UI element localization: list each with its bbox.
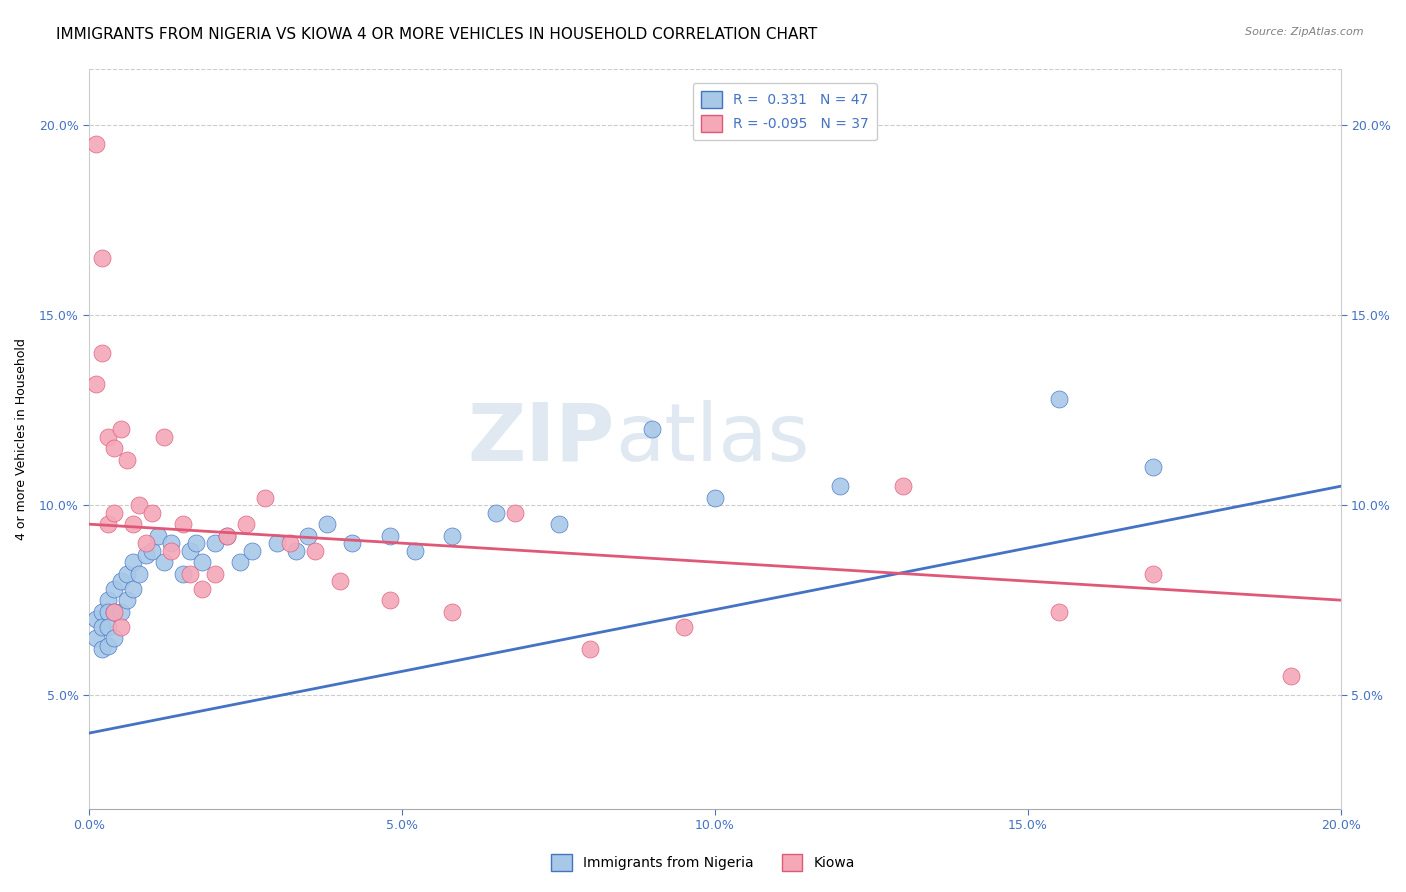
Point bbox=[891, 479, 914, 493]
Point bbox=[110, 605, 132, 619]
Legend: R =  0.331   N = 47, R = -0.095   N = 37: R = 0.331 N = 47, R = -0.095 N = 37 bbox=[693, 83, 877, 140]
Point bbox=[830, 479, 852, 493]
Point bbox=[547, 517, 569, 532]
Point bbox=[204, 536, 226, 550]
Point bbox=[141, 506, 163, 520]
Point bbox=[122, 582, 145, 596]
Point bbox=[579, 642, 602, 657]
Point bbox=[1047, 392, 1070, 406]
Point bbox=[135, 536, 157, 550]
Point bbox=[441, 528, 464, 542]
Point bbox=[103, 605, 125, 619]
Point bbox=[1047, 605, 1070, 619]
Point bbox=[110, 574, 132, 589]
Point bbox=[278, 536, 301, 550]
Point bbox=[215, 528, 238, 542]
Point bbox=[204, 566, 226, 581]
Point bbox=[103, 631, 125, 645]
Point bbox=[115, 566, 138, 581]
Point bbox=[284, 543, 307, 558]
Text: IMMIGRANTS FROM NIGERIA VS KIOWA 4 OR MORE VEHICLES IN HOUSEHOLD CORRELATION CHA: IMMIGRANTS FROM NIGERIA VS KIOWA 4 OR MO… bbox=[56, 27, 817, 42]
Point bbox=[503, 506, 526, 520]
Point bbox=[1279, 669, 1302, 683]
Point bbox=[159, 536, 181, 550]
Point bbox=[103, 442, 125, 456]
Point bbox=[97, 639, 120, 653]
Point bbox=[115, 452, 138, 467]
Point bbox=[90, 252, 112, 266]
Point bbox=[329, 574, 352, 589]
Point bbox=[90, 642, 112, 657]
Point bbox=[128, 498, 150, 512]
Point bbox=[135, 548, 157, 562]
Point bbox=[191, 582, 214, 596]
Point bbox=[378, 528, 401, 542]
Point bbox=[215, 528, 238, 542]
Point bbox=[191, 555, 214, 569]
Point bbox=[704, 491, 727, 505]
Point bbox=[184, 536, 207, 550]
Point bbox=[84, 612, 107, 626]
Point bbox=[97, 430, 120, 444]
Point bbox=[228, 555, 250, 569]
Point bbox=[153, 555, 176, 569]
Point bbox=[316, 517, 339, 532]
Point bbox=[103, 605, 125, 619]
Point bbox=[84, 137, 107, 152]
Point bbox=[122, 555, 145, 569]
Point bbox=[1142, 566, 1164, 581]
Point bbox=[90, 620, 112, 634]
Point bbox=[84, 376, 107, 391]
Point bbox=[641, 422, 664, 436]
Point bbox=[297, 528, 319, 542]
Point bbox=[97, 620, 120, 634]
Point bbox=[148, 528, 170, 542]
Point bbox=[90, 346, 112, 360]
Point bbox=[110, 620, 132, 634]
Point bbox=[304, 543, 326, 558]
Point bbox=[153, 430, 176, 444]
Point bbox=[122, 517, 145, 532]
Point bbox=[179, 543, 201, 558]
Point bbox=[240, 543, 263, 558]
Point bbox=[1142, 460, 1164, 475]
Point bbox=[115, 593, 138, 607]
Point bbox=[266, 536, 288, 550]
Point bbox=[97, 605, 120, 619]
Text: atlas: atlas bbox=[614, 400, 810, 478]
Point bbox=[235, 517, 257, 532]
Point bbox=[253, 491, 276, 505]
Point bbox=[404, 543, 426, 558]
Point bbox=[84, 631, 107, 645]
Point bbox=[103, 506, 125, 520]
Point bbox=[378, 593, 401, 607]
Point bbox=[172, 517, 194, 532]
Legend: Immigrants from Nigeria, Kiowa: Immigrants from Nigeria, Kiowa bbox=[546, 848, 860, 876]
Point bbox=[128, 566, 150, 581]
Point bbox=[441, 605, 464, 619]
Y-axis label: 4 or more Vehicles in Household: 4 or more Vehicles in Household bbox=[15, 338, 28, 540]
Text: Source: ZipAtlas.com: Source: ZipAtlas.com bbox=[1246, 27, 1364, 37]
Point bbox=[141, 543, 163, 558]
Point bbox=[97, 517, 120, 532]
Point bbox=[485, 506, 508, 520]
Point bbox=[340, 536, 363, 550]
Point bbox=[672, 620, 695, 634]
Point bbox=[172, 566, 194, 581]
Point bbox=[97, 593, 120, 607]
Point bbox=[90, 605, 112, 619]
Point bbox=[110, 422, 132, 436]
Point bbox=[179, 566, 201, 581]
Point bbox=[103, 582, 125, 596]
Point bbox=[159, 543, 181, 558]
Text: ZIP: ZIP bbox=[468, 400, 614, 478]
